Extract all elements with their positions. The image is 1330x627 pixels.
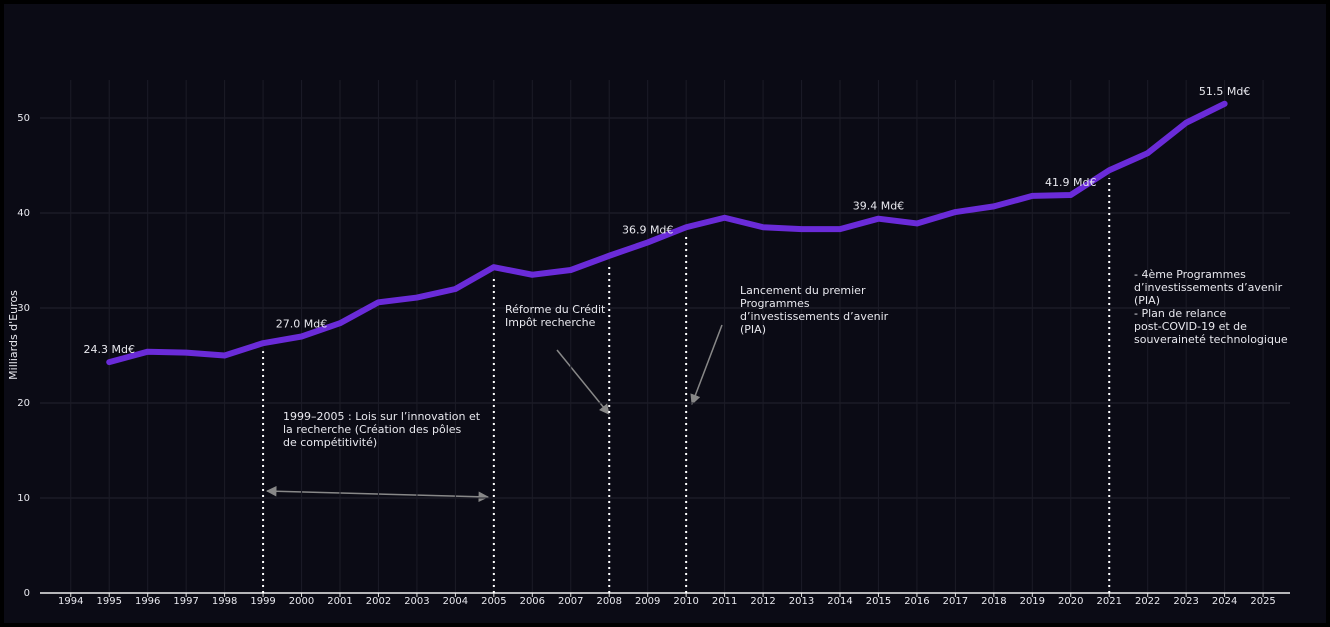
data-label: 24.3 Md€ [83,343,134,356]
x-tick-label: 2011 [712,596,737,607]
annotation: (PIA) [740,323,766,336]
x-tick-label: 2004 [443,596,468,607]
y-tick-label: 0 [24,588,30,599]
x-tick-label: 2008 [597,596,622,607]
y-tick-label: 30 [17,303,30,314]
data-label: 27.0 Md€ [276,318,327,331]
x-tick-label: 2003 [404,596,429,607]
annotation: Lancement du premier [740,284,866,297]
x-tick-label: 2018 [981,596,1006,607]
annotation: Réforme du Crédit [505,303,606,316]
x-tick-label: 2006 [520,596,545,607]
y-tick-label: 10 [17,493,30,504]
background [4,4,1326,623]
x-tick-label: 2020 [1058,596,1083,607]
x-tick-label: 2007 [558,596,583,607]
x-tick-label: 1998 [212,596,237,607]
data-label: 41.9 Md€ [1045,176,1096,189]
annotation: la recherche (Création des pôles [283,423,462,436]
x-tick-label: 2014 [827,596,852,607]
arrow [690,324,723,405]
x-tick-label: 1997 [173,596,198,607]
x-tick-label: 2017 [943,596,968,607]
annotation: Programmes [740,297,810,310]
arrow [265,486,490,502]
annotation: - 4ème Programmes [1134,268,1246,281]
y-axis-label: Milliards d'Euros [7,290,20,380]
annotation: (PIA) [1134,294,1160,307]
x-tick-label: 2023 [1173,596,1198,607]
data-label: 51.5 Md€ [1199,85,1250,98]
x-tick-label: 2001 [327,596,352,607]
x-tick-label: 1999 [250,596,275,607]
x-tick-label: 2019 [1020,596,1045,607]
annotation: d’investissements d’avenir [740,310,889,323]
x-tick-label: 2013 [789,596,814,607]
x-tick-label: 2021 [1097,596,1122,607]
annotation: Impôt recherche [505,316,596,329]
y-tick-label: 50 [17,113,30,124]
x-tick-label: 2005 [481,596,506,607]
annotation: de compétitivité) [283,436,377,449]
data-line [106,100,1228,366]
x-tick-label: 2016 [904,596,929,607]
x-tick-label: 1995 [97,596,122,607]
x-tick-label: 2000 [289,596,314,607]
data-label: 36.9 Md€ [622,223,673,236]
y-tick-label: 40 [17,208,30,219]
x-tick-label: 2015 [866,596,891,607]
x-tick-label: 2009 [635,596,660,607]
y-tick-label: 20 [17,398,30,409]
annotation: d’investissements d’avenir [1134,281,1283,294]
data-label: 39.4 Md€ [853,200,904,213]
annotation: 1999–2005 : Lois sur l’innovation et [283,410,481,423]
annotation: post-COVID-19 et de [1134,320,1247,333]
x-tick-label: 2025 [1250,596,1275,607]
x-tick-label: 2022 [1135,596,1160,607]
annotation: - Plan de relance [1134,307,1226,320]
x-tick-label: 2010 [673,596,698,607]
x-tick-label: 1996 [135,596,160,607]
x-tick-label: 2002 [366,596,391,607]
x-tick-label: 1994 [58,596,83,607]
annotation: souveraineté technologique [1134,333,1288,346]
x-tick-label: 2012 [750,596,775,607]
x-tick-label: 2024 [1212,596,1237,607]
